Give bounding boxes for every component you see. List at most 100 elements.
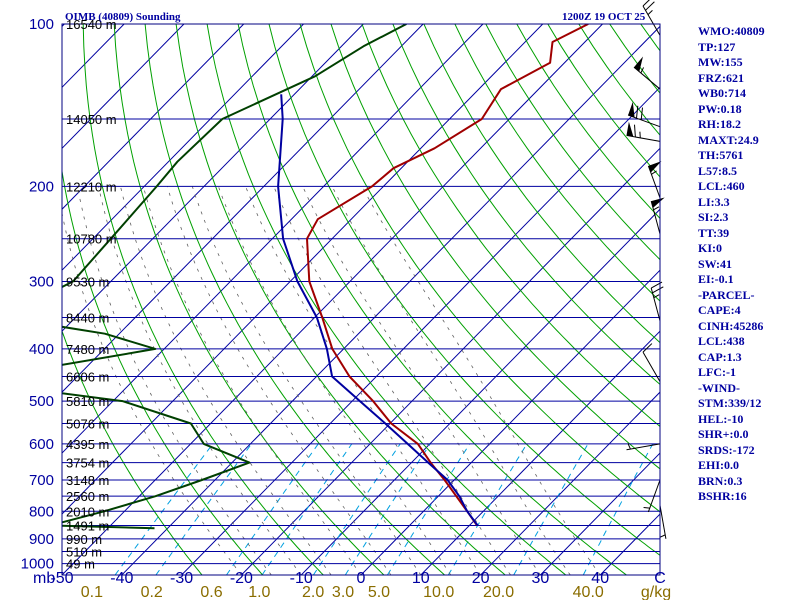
index-item: EHI:0.0 (698, 458, 740, 472)
isotherm-line (62, 24, 65, 28)
mixing-ratio-label: 0.2 (141, 584, 163, 600)
isotherm-line (62, 24, 364, 332)
height-label: 990 m (66, 532, 102, 547)
isotherm-line (0, 24, 5, 575)
temperature-tick-label: -10 (290, 570, 313, 587)
wind-barb-half (643, 507, 650, 509)
height-label: 1491 m (66, 518, 109, 533)
dry-adiabat-line (578, 24, 660, 136)
isotherm-line (540, 452, 660, 575)
index-item: LCL:460 (698, 179, 745, 193)
height-label: 3148 m (66, 473, 109, 488)
dry-adiabat-line (454, 24, 660, 302)
height-label: 6606 m (66, 369, 109, 384)
moist-adiabat-line (273, 186, 511, 575)
height-label: 510 m (66, 545, 102, 560)
isotherm-lines (0, 24, 660, 575)
index-item: KI:0 (698, 241, 722, 255)
temperature-tick-label: 10 (412, 570, 430, 587)
isotherm-line (420, 330, 660, 575)
parcel-profile-line (277, 94, 479, 527)
wind-barb (642, 343, 661, 382)
isotherm-line (241, 147, 660, 575)
dry-adiabat-line (82, 24, 324, 575)
index-item: CAP:1.3 (698, 349, 742, 364)
mixing-ratio-label: 5.0 (368, 584, 390, 600)
wind-barb-full (636, 105, 639, 119)
wind-barb-staff (642, 351, 661, 382)
dry-adiabat-line (237, 24, 627, 575)
wind-barb-full (642, 343, 653, 353)
index-item: -PARCEL- (698, 287, 755, 302)
mixing-ratio-label: 40.0 (573, 584, 604, 600)
index-item: TH:5761 (698, 148, 744, 162)
isotherm-line (62, 24, 424, 393)
mixing-ratio-unit-label: g/kg (641, 584, 671, 600)
dry-adiabat-line (330, 24, 660, 470)
height-label: 49 m (66, 557, 95, 572)
wind-barb-staff (626, 443, 661, 451)
mixing-ratio-line (344, 443, 431, 575)
index-item: EI:-0.1 (698, 272, 734, 286)
sounding-time: 1200Z 19 OCT 25 (562, 11, 646, 23)
index-item: CAPE:4 (698, 303, 741, 317)
plot-frame (61, 23, 661, 576)
sounding-profiles (62, 24, 589, 530)
dry-adiabat-line (299, 24, 660, 513)
height-label: 5076 m (66, 416, 109, 431)
pressure-tick-label: 1000 (21, 556, 54, 573)
wind-barb-half (653, 294, 660, 299)
wind-barb (627, 101, 661, 128)
moist-adiabat-line (245, 186, 481, 575)
index-item: WB0:714 (698, 86, 746, 100)
isotherm-line (480, 391, 660, 575)
wind-barb-half (659, 534, 666, 538)
wind-barb-full (642, 0, 650, 7)
mixing-ratio-label: 10.0 (423, 584, 454, 600)
index-item: HEL:-10 (698, 411, 744, 426)
moist-adiabat-line (331, 186, 571, 575)
mixing-ratio-label: 0.6 (200, 584, 222, 600)
dry-adiabat-line (62, 329, 203, 575)
wind-barb (650, 197, 665, 235)
index-item: PW:0.18 (698, 101, 742, 116)
height-label: 2560 m (66, 489, 109, 504)
mixing-ratio-label: 2.0 (302, 584, 324, 600)
wind-barb-half (653, 206, 660, 211)
pressure-tick-label: 100 (29, 16, 54, 33)
wind-barb (643, 479, 661, 513)
index-item: FRZ:621 (698, 70, 744, 85)
wind-barb (642, 0, 661, 36)
wind-barb-half (640, 67, 645, 74)
index-item: MW:155 (698, 55, 743, 69)
wind-barb (647, 161, 662, 199)
mixing-ratio-line (513, 443, 589, 575)
dry-adiabat-line (144, 24, 445, 575)
wind-barb-full (640, 107, 643, 120)
moist-adiabat-line (191, 186, 422, 575)
dry-adiabat-line (62, 168, 263, 575)
dry-adiabat-line (175, 24, 506, 575)
index-item: LI:3.3 (698, 194, 730, 209)
temperature-tick-label: 0 (357, 570, 366, 587)
height-label: 2010 m (66, 504, 109, 519)
moist-adiabat-line (77, 186, 272, 575)
temperature-tick-label: -30 (170, 570, 193, 587)
moist-adiabat-line (166, 186, 392, 575)
temperature-tick-label: -20 (230, 570, 253, 587)
wind-barb-staff (647, 165, 661, 199)
dry-adiabat-line (485, 24, 660, 261)
wind-barb (650, 281, 664, 322)
mixing-ratio-line (312, 443, 401, 575)
wind-barb-staff (642, 5, 661, 36)
station-title: OIMB (40809) Sounding (65, 11, 181, 23)
height-label: 4395 m (66, 437, 109, 452)
wind-barb-staff (659, 505, 667, 539)
temperature-tick-label: -50 (50, 570, 73, 587)
temperature-tick-label: 40 (591, 570, 609, 587)
temperature-unit-label: C (654, 570, 666, 587)
wind-barb (633, 56, 661, 90)
index-item: SRDS:-172 (698, 442, 755, 457)
pressure-tick-label: 600 (29, 436, 54, 453)
